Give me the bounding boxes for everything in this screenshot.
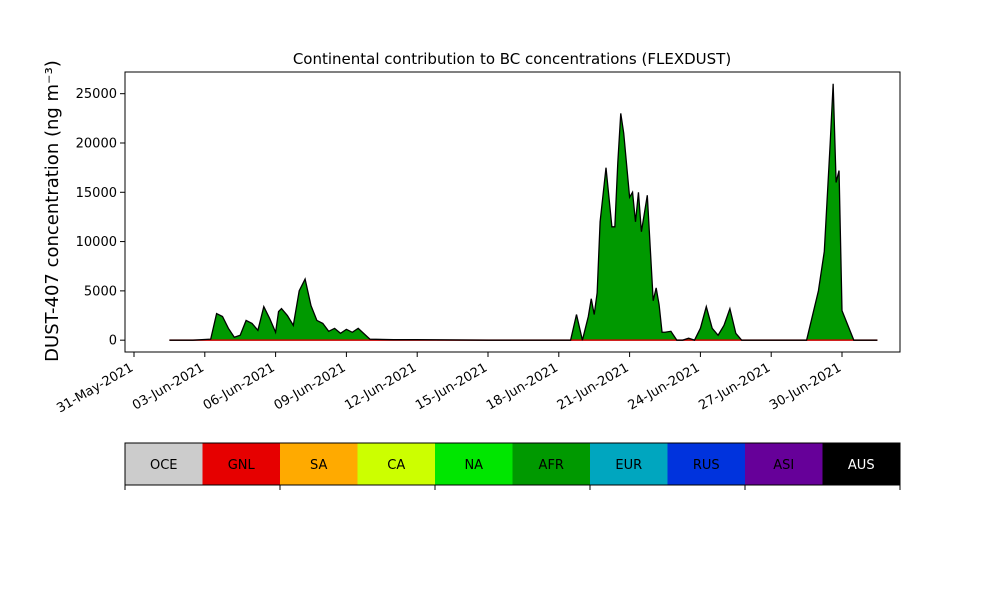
x-axis: 31-May-202103-Jun-202106-Jun-202109-Jun-… <box>54 352 844 416</box>
x-tick-label: 24-Jun-2021 <box>626 360 703 413</box>
x-tick-label: 15-Jun-2021 <box>413 360 490 413</box>
x-tick-label: 30-Jun-2021 <box>767 360 844 413</box>
y-tick-label: 20000 <box>76 136 117 151</box>
legend-label-ca: CA <box>387 458 405 473</box>
y-tick-label: 25000 <box>76 87 117 102</box>
legend-swatch-na <box>435 443 513 485</box>
legend-label-na: NA <box>464 458 483 473</box>
x-tick-label: 06-Jun-2021 <box>201 360 278 413</box>
y-tick-label: 0 <box>109 334 117 349</box>
legend-label-eur: EUR <box>615 458 642 473</box>
x-tick-label: 21-Jun-2021 <box>555 360 632 413</box>
legend-swatch-asi <box>745 443 823 485</box>
legend-label-asi: ASI <box>773 458 794 473</box>
legend-label-rus: RUS <box>693 458 720 473</box>
legend-label-gnl: GNL <box>228 458 256 473</box>
y-tick-label: 15000 <box>76 186 117 201</box>
legend-swatch-eur <box>590 443 668 485</box>
legend-label-aus: AUS <box>848 458 875 473</box>
y-tick-label: 5000 <box>84 284 117 299</box>
y-axis-label: DUST-407 concentration (ng m⁻³) <box>42 60 63 362</box>
legend-swatch-rus <box>667 443 745 485</box>
legend-label-oce: OCE <box>150 458 178 473</box>
y-tick-label: 10000 <box>76 235 117 250</box>
afr-area <box>169 83 878 341</box>
legend-swatch-oce <box>125 443 203 485</box>
legend-swatch-gnl <box>202 443 280 485</box>
chart-title: Continental contribution to BC concentra… <box>293 50 731 68</box>
y-axis: 0 5000 10000 15000 20000 25000 <box>76 87 125 349</box>
legend-label-sa: SA <box>310 458 327 473</box>
x-tick-label: 09-Jun-2021 <box>272 360 349 413</box>
x-tick-label: 12-Jun-2021 <box>342 360 419 413</box>
x-tick-label: 27-Jun-2021 <box>696 360 773 413</box>
plot-frame <box>124 71 901 353</box>
legend-swatch-aus <box>822 443 900 485</box>
legend-label-afr: AFR <box>539 458 564 473</box>
legend-swatch-afr <box>512 443 590 485</box>
plot-area <box>169 83 878 341</box>
x-tick-label: 18-Jun-2021 <box>484 360 561 413</box>
legend-frame <box>124 442 901 486</box>
legend-swatch-ca <box>357 443 435 485</box>
legend-swatch-sa <box>280 443 358 485</box>
legend: OCE GNL SA CA NA AFR EUR RUS ASI AUS <box>124 442 901 490</box>
total-line <box>169 83 878 341</box>
x-tick-label: 03-Jun-2021 <box>130 360 207 413</box>
x-tick-label: 31-May-2021 <box>54 360 136 416</box>
